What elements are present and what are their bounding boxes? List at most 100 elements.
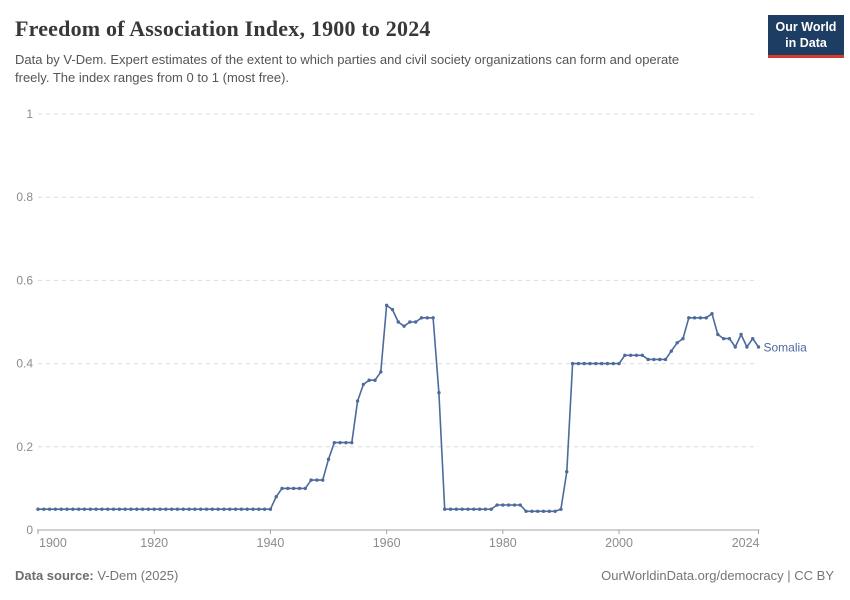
series-point[interactable] <box>309 478 313 482</box>
series-point[interactable] <box>355 399 360 403</box>
series-point[interactable] <box>675 341 679 345</box>
series-point[interactable] <box>332 440 337 445</box>
series-point[interactable] <box>36 507 40 511</box>
series-point[interactable] <box>565 470 569 474</box>
series-point[interactable] <box>477 507 482 511</box>
series-point[interactable] <box>530 509 534 513</box>
series-point[interactable] <box>390 307 395 312</box>
series-point[interactable] <box>716 332 720 337</box>
series-point[interactable] <box>198 507 203 511</box>
series-point[interactable] <box>402 324 406 328</box>
series-point[interactable] <box>658 357 662 362</box>
series-point[interactable] <box>291 486 296 491</box>
series-point[interactable] <box>181 507 185 511</box>
series-point[interactable] <box>704 316 708 320</box>
series-point[interactable] <box>239 507 244 511</box>
series-point[interactable] <box>524 509 528 513</box>
series-point[interactable] <box>42 507 46 511</box>
series-point[interactable] <box>117 507 122 511</box>
series-point[interactable] <box>367 378 371 382</box>
series-point[interactable] <box>361 382 366 387</box>
series-point[interactable] <box>419 316 424 320</box>
series-point[interactable] <box>59 507 63 511</box>
series-point[interactable] <box>274 495 278 499</box>
series-point[interactable] <box>146 507 151 511</box>
series-point[interactable] <box>547 509 552 513</box>
series-point[interactable] <box>47 507 52 511</box>
series-point[interactable] <box>559 507 563 511</box>
series-point[interactable] <box>111 507 116 511</box>
series-point[interactable] <box>599 361 604 366</box>
series-point[interactable] <box>297 486 302 491</box>
series-point[interactable] <box>326 457 331 461</box>
series-point[interactable] <box>222 507 226 511</box>
series-point[interactable] <box>396 320 400 324</box>
series-point[interactable] <box>216 507 220 511</box>
series-point[interactable] <box>739 332 743 337</box>
series-point[interactable] <box>71 507 75 511</box>
series-point[interactable] <box>721 336 726 341</box>
series-point[interactable] <box>634 353 639 357</box>
series-point[interactable] <box>553 509 557 513</box>
series-point[interactable] <box>233 507 238 511</box>
series-point[interactable] <box>756 345 761 349</box>
series-point[interactable] <box>204 507 209 511</box>
series-point[interactable] <box>663 357 668 362</box>
series-point[interactable] <box>727 336 732 341</box>
series-point[interactable] <box>164 507 168 511</box>
series-point[interactable] <box>443 507 447 511</box>
series-point[interactable] <box>495 503 499 507</box>
series-point[interactable] <box>536 509 540 513</box>
series-point[interactable] <box>640 353 644 357</box>
series-point[interactable] <box>669 349 674 353</box>
series-point[interactable] <box>106 507 110 511</box>
series-point[interactable] <box>384 303 389 308</box>
series-point[interactable] <box>53 507 58 511</box>
series-point[interactable] <box>501 503 505 507</box>
series-point[interactable] <box>123 507 127 511</box>
series-point[interactable] <box>315 478 319 482</box>
series-point[interactable] <box>135 507 139 511</box>
series-point[interactable] <box>745 345 749 349</box>
series-point[interactable] <box>652 357 656 362</box>
series-point[interactable] <box>472 507 476 511</box>
series-point[interactable] <box>65 507 69 511</box>
series-point[interactable] <box>152 507 156 511</box>
series-point[interactable] <box>268 507 273 511</box>
series-point[interactable] <box>257 507 261 511</box>
series-point[interactable] <box>681 336 685 341</box>
series-point[interactable] <box>129 507 133 511</box>
owid-logo[interactable]: Our World in Data <box>768 15 844 59</box>
series-point[interactable] <box>512 503 517 507</box>
series-point[interactable] <box>344 440 348 445</box>
series-point[interactable] <box>460 507 464 511</box>
series-point[interactable] <box>413 320 418 324</box>
series-point[interactable] <box>140 507 145 511</box>
series-point[interactable] <box>100 507 104 511</box>
series-point[interactable] <box>646 357 650 362</box>
series-point[interactable] <box>576 361 581 366</box>
series-point[interactable] <box>251 507 255 511</box>
series-point[interactable] <box>88 507 92 511</box>
series-point[interactable] <box>506 503 511 507</box>
series-point[interactable] <box>518 503 522 507</box>
series-point[interactable] <box>82 507 87 511</box>
series-point[interactable] <box>321 478 325 482</box>
series-point[interactable] <box>303 486 307 491</box>
series-point[interactable] <box>280 486 284 491</box>
series-point[interactable] <box>228 507 232 511</box>
series-point[interactable] <box>286 486 290 491</box>
series-point[interactable] <box>425 316 430 320</box>
series-point[interactable] <box>483 507 488 511</box>
series-point[interactable] <box>193 507 197 511</box>
series-point[interactable] <box>210 507 215 511</box>
series-point[interactable] <box>175 507 180 511</box>
series-point[interactable] <box>582 361 586 366</box>
series-entity-label[interactable]: Somalia <box>764 340 808 354</box>
owid-url-license[interactable]: OurWorldinData.org/democracy | CC BY <box>601 568 834 583</box>
series-point[interactable] <box>692 316 697 320</box>
series-line-somalia[interactable] <box>37 304 760 513</box>
series-point[interactable] <box>617 361 621 366</box>
series-point[interactable] <box>623 353 627 357</box>
series-point[interactable] <box>169 507 174 511</box>
